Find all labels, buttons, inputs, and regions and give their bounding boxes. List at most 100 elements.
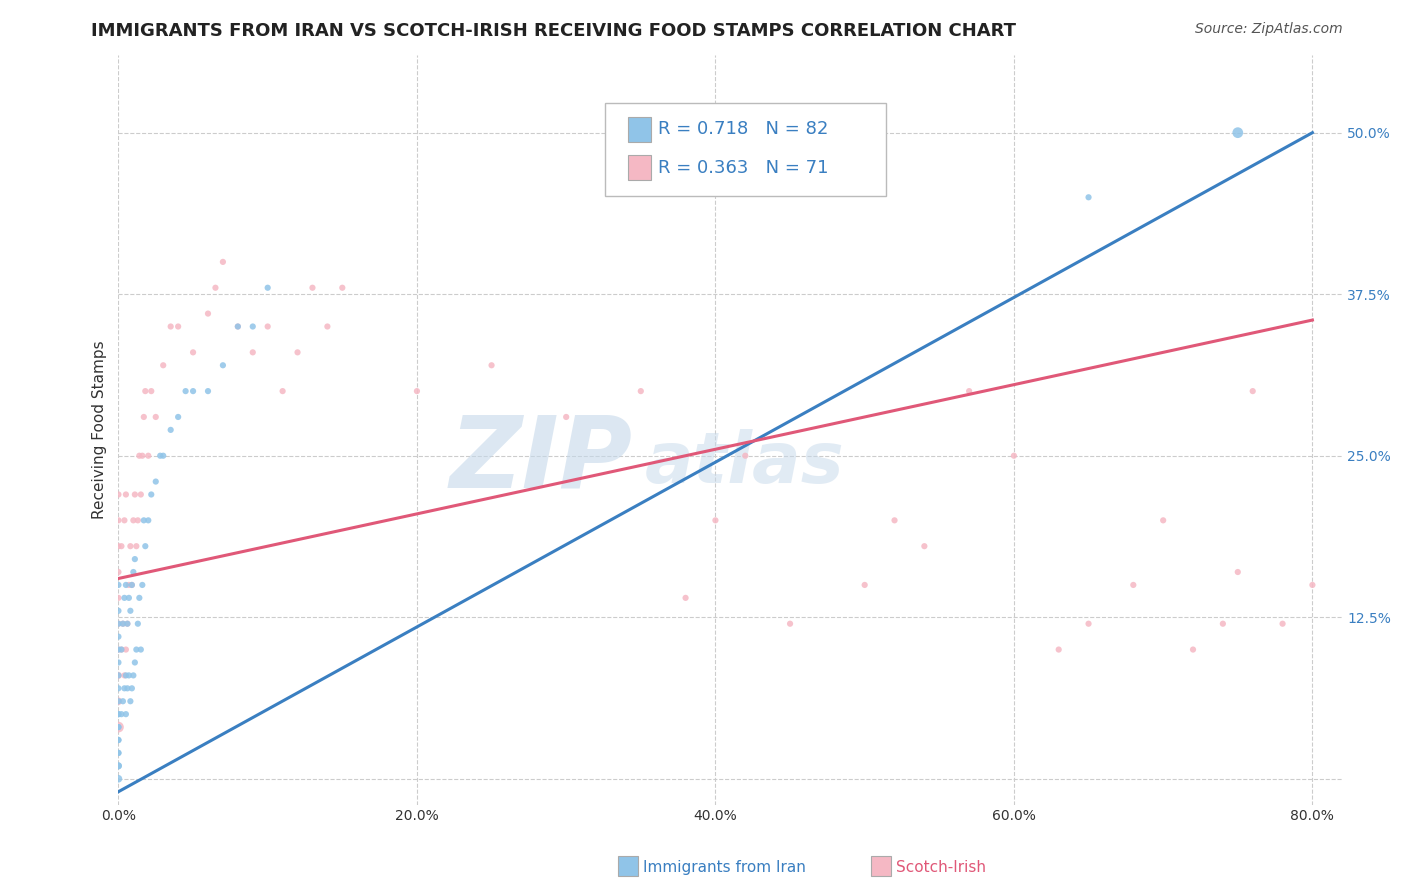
Point [197,384,219,398]
Point [704,513,727,527]
Point [118,578,141,592]
Point [107,746,129,760]
Text: Scotch-Irish: Scotch-Irish [896,860,986,874]
Point [112,513,135,527]
Point [481,358,503,372]
Point [107,591,129,605]
Point [124,487,146,501]
Point [115,668,138,682]
Text: R = 0.363   N = 71: R = 0.363 N = 71 [658,159,828,177]
Point [181,345,204,359]
Point [112,668,135,682]
Point [107,616,129,631]
Point [121,578,143,592]
Point [107,694,129,708]
Point [111,616,134,631]
Point [124,552,146,566]
Point [107,513,129,527]
Point [145,475,167,489]
Point [117,616,139,631]
Point [112,591,135,605]
Point [107,733,129,747]
Point [107,759,129,773]
Point [122,513,145,527]
Point [242,319,264,334]
Point [301,281,323,295]
Point [271,384,294,398]
Point [127,616,149,631]
Point [121,578,143,592]
Text: R = 0.718   N = 82: R = 0.718 N = 82 [658,120,828,138]
Point [124,656,146,670]
Point [107,668,129,682]
Point [117,681,139,696]
Point [122,565,145,579]
Point [110,539,132,553]
Point [1301,578,1323,592]
Point [212,255,235,269]
Point [197,307,219,321]
Point [256,319,278,334]
Point [779,616,801,631]
Point [134,539,156,553]
Point [118,668,141,682]
Point [122,668,145,682]
Y-axis label: Receiving Food Stamps: Receiving Food Stamps [93,341,107,519]
Point [107,720,129,734]
Point [107,578,129,592]
Point [129,642,152,657]
Point [115,578,138,592]
Point [132,513,155,527]
Point [107,616,129,631]
Point [107,733,129,747]
Point [107,642,129,657]
Point [121,681,143,696]
Point [1182,642,1205,657]
Point [128,449,150,463]
Point [330,281,353,295]
Point [1226,565,1249,579]
Point [212,358,235,372]
Point [120,694,142,708]
Point [406,384,429,398]
Point [134,384,156,398]
Point [181,384,204,398]
Point [110,707,132,722]
Point [630,384,652,398]
Point [115,487,138,501]
Point [287,345,309,359]
Point [110,642,132,657]
Point [167,409,190,424]
Point [159,423,181,437]
Point [111,616,134,631]
Point [1271,616,1294,631]
Point [145,409,167,424]
Point [174,384,197,398]
Point [107,565,129,579]
Point [107,642,129,657]
Point [1241,384,1264,398]
Point [136,513,159,527]
Point [107,746,129,760]
Point [853,578,876,592]
Point [129,487,152,501]
Point [112,681,135,696]
Point [115,707,138,722]
Point [1047,642,1070,657]
Point [125,539,148,553]
Point [226,319,249,334]
Point [107,668,129,682]
Point [316,319,339,334]
Point [107,630,129,644]
Point [115,642,138,657]
Point [131,578,153,592]
Point [110,642,132,657]
Point [111,694,134,708]
Text: atlas: atlas [645,429,845,498]
Point [107,759,129,773]
Point [149,449,172,463]
Text: Immigrants from Iran: Immigrants from Iran [643,860,806,874]
Point [242,345,264,359]
Point [1122,578,1144,592]
Point [107,487,129,501]
